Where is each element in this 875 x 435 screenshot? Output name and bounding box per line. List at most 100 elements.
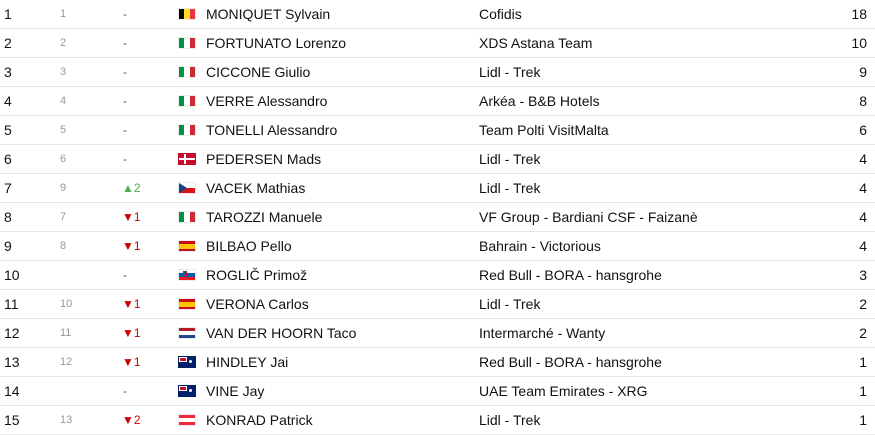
netherlands-flag-icon (178, 327, 196, 339)
italy-flag-icon (178, 66, 196, 78)
rank-change-cell: - (123, 65, 127, 79)
team-name-link[interactable]: Red Bull - BORA - hansgrohe (479, 267, 662, 283)
previous-rank-cell: 2 (60, 37, 67, 49)
rank-cell: 6 (4, 151, 12, 167)
rank-cell: 8 (4, 209, 12, 225)
team-name-link[interactable]: Lidl - Trek (479, 412, 541, 428)
belgium-flag-icon (178, 8, 196, 20)
team-name-link[interactable]: XDS Astana Team (479, 35, 593, 51)
points-cell: 18 (851, 6, 867, 22)
points-cell: 2 (859, 296, 867, 312)
previous-rank-cell: 12 (60, 356, 73, 368)
points-cell: 4 (859, 180, 867, 196)
previous-rank-cell: 6 (60, 153, 67, 165)
team-name-link[interactable]: Bahrain - Victorious (479, 238, 601, 254)
team-name-link[interactable]: VF Group - Bardiani CSF - Faizanè (479, 209, 698, 225)
rank-change-cell: ▼1 (122, 239, 141, 253)
rank-cell: 11 (4, 296, 19, 312)
table-row: 11 10 ▼1 VERONA Carlos Lidl - Trek 2 (0, 290, 875, 319)
rank-cell: 9 (4, 238, 12, 254)
rank-cell: 4 (4, 93, 12, 109)
previous-rank-cell: 1 (60, 8, 67, 20)
table-row: 8 7 ▼1 TAROZZI Manuele VF Group - Bardia… (0, 203, 875, 232)
rank-change-cell: ▼1 (122, 355, 141, 369)
points-cell: 3 (859, 267, 867, 283)
rider-name-link[interactable]: MONIQUET Sylvain (206, 6, 331, 22)
table-row: 5 5 - TONELLI Alessandro Team Polti Visi… (0, 116, 875, 145)
table-row: 10 - ROGLIČ Primož Red Bull - BORA - han… (0, 261, 875, 290)
points-cell: 9 (859, 64, 867, 80)
rider-name-link[interactable]: VAN DER HOORN Taco (206, 325, 357, 341)
table-row: 1 1 - MONIQUET Sylvain Cofidis 18 (0, 0, 875, 29)
rider-name-link[interactable]: VERONA Carlos (206, 296, 309, 312)
spain-flag-icon (178, 240, 196, 252)
points-cell: 4 (859, 209, 867, 225)
italy-flag-icon (178, 37, 196, 49)
denmark-flag-icon (178, 153, 196, 165)
rider-name-link[interactable]: FORTUNATO Lorenzo (206, 35, 347, 51)
czechia-flag-icon (178, 182, 196, 194)
rider-name-link[interactable]: ROGLIČ Primož (206, 267, 308, 283)
rank-cell: 10 (4, 267, 20, 283)
points-cell: 1 (859, 383, 867, 399)
previous-rank-cell: 7 (60, 211, 67, 223)
table-row: 4 4 - VERRE Alessandro Arkéa - B&B Hotel… (0, 87, 875, 116)
previous-rank-cell: 3 (60, 66, 67, 78)
table-row: 9 8 ▼1 BILBAO Pello Bahrain - Victorious… (0, 232, 875, 261)
italy-flag-icon (178, 211, 196, 223)
previous-rank-cell: 11 (60, 327, 72, 339)
previous-rank-cell: 5 (60, 124, 67, 136)
rank-change-cell: - (123, 152, 127, 166)
rider-name-link[interactable]: HINDLEY Jai (206, 354, 289, 370)
rider-name-link[interactable]: TONELLI Alessandro (206, 122, 338, 138)
rider-name-link[interactable]: KONRAD Patrick (206, 412, 313, 428)
points-cell: 8 (859, 93, 867, 109)
previous-rank-cell: 9 (60, 182, 67, 194)
team-name-link[interactable]: Lidl - Trek (479, 151, 541, 167)
table-row: 13 12 ▼1 HINDLEY Jai Red Bull - BORA - h… (0, 348, 875, 377)
rank-cell: 3 (4, 64, 12, 80)
team-name-link[interactable]: Lidl - Trek (479, 64, 541, 80)
table-row: 15 13 ▼2 KONRAD Patrick Lidl - Trek 1 (0, 406, 875, 435)
slovenia-flag-icon (178, 269, 196, 281)
rank-cell: 2 (4, 35, 12, 51)
rank-cell: 7 (4, 180, 12, 196)
rider-name-link[interactable]: CICCONE Giulio (206, 64, 311, 80)
previous-rank-cell: 8 (60, 240, 67, 252)
rank-cell: 15 (4, 412, 20, 428)
team-name-link[interactable]: UAE Team Emirates - XRG (479, 383, 648, 399)
table-row: 6 6 - PEDERSEN Mads Lidl - Trek 4 (0, 145, 875, 174)
previous-rank-cell: 13 (60, 414, 73, 426)
italy-flag-icon (178, 95, 196, 107)
team-name-link[interactable]: Lidl - Trek (479, 296, 541, 312)
rank-cell: 14 (4, 383, 20, 399)
team-name-link[interactable]: Red Bull - BORA - hansgrohe (479, 354, 662, 370)
rank-cell: 12 (4, 325, 20, 341)
rider-name-link[interactable]: PEDERSEN Mads (206, 151, 322, 167)
team-name-link[interactable]: Lidl - Trek (479, 180, 541, 196)
team-name-link[interactable]: Intermarché - Wanty (479, 325, 606, 341)
rank-cell: 13 (4, 354, 20, 370)
points-cell: 1 (859, 412, 867, 428)
spain-flag-icon (178, 298, 196, 310)
rank-cell: 5 (4, 122, 12, 138)
rank-change-cell: - (123, 7, 127, 21)
rider-name-link[interactable]: BILBAO Pello (206, 238, 292, 254)
team-name-link[interactable]: Team Polti VisitMalta (479, 122, 609, 138)
rank-change-cell: - (123, 268, 127, 282)
rider-name-link[interactable]: VACEK Mathias (206, 180, 306, 196)
rider-name-link[interactable]: TAROZZI Manuele (206, 209, 323, 225)
points-cell: 4 (859, 238, 867, 254)
austria-flag-icon (178, 414, 196, 426)
points-cell: 6 (859, 122, 867, 138)
rider-name-link[interactable]: VERRE Alessandro (206, 93, 328, 109)
rider-name-link[interactable]: VINE Jay (206, 383, 265, 399)
italy-flag-icon (178, 124, 196, 136)
team-name-link[interactable]: Cofidis (479, 6, 522, 22)
team-name-link[interactable]: Arkéa - B&B Hotels (479, 93, 600, 109)
rank-change-cell: - (123, 384, 127, 398)
previous-rank-cell: 4 (60, 95, 67, 107)
points-cell: 10 (851, 35, 867, 51)
table-row: 14 - VINE Jay UAE Team Emirates - XRG 1 (0, 377, 875, 406)
